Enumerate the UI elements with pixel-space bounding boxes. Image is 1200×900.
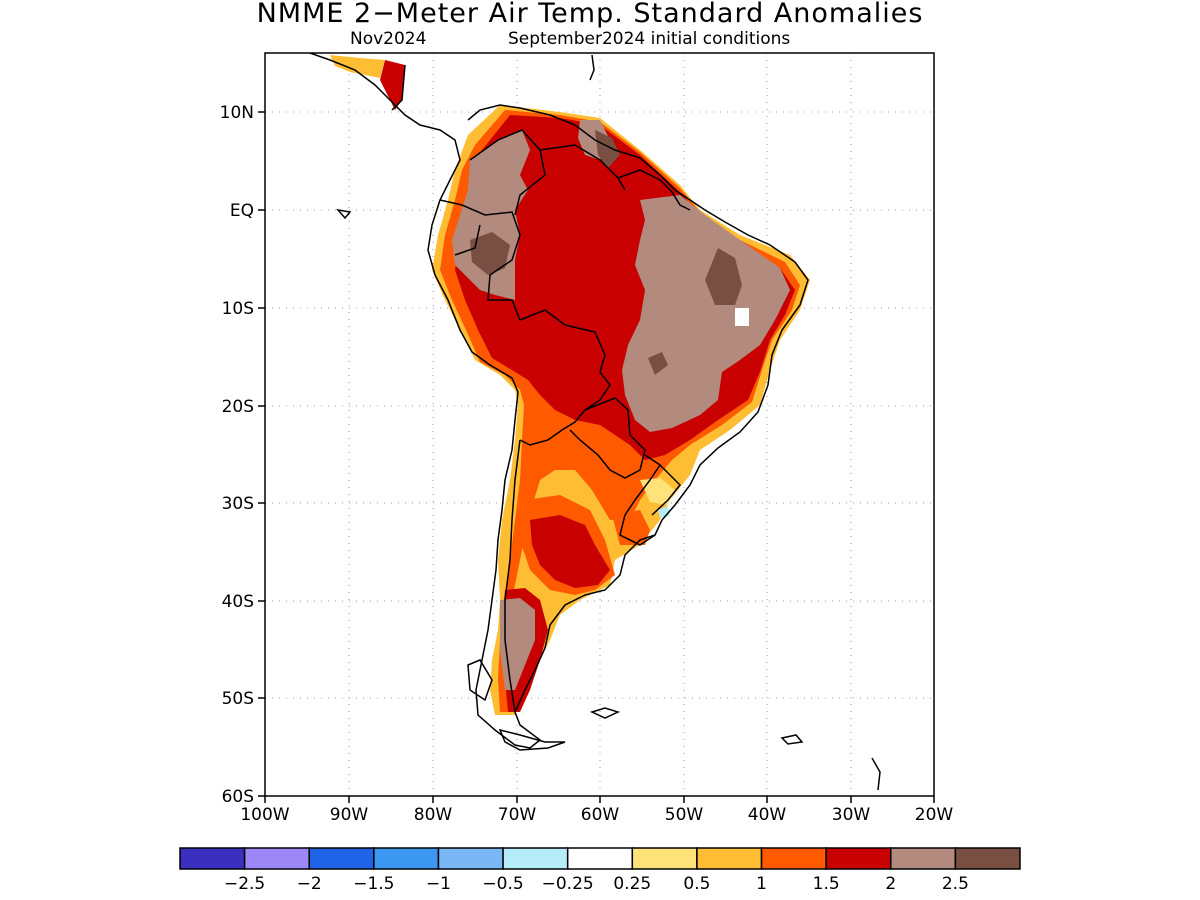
legend-label: −2.5 (224, 874, 265, 894)
legend-label: −1.5 (353, 874, 394, 894)
legend-swatch (825, 847, 892, 870)
initial-conditions-label: September2024 initial conditions (508, 29, 791, 49)
lon-label: 60W (581, 805, 620, 825)
legend-label: 2 (885, 874, 896, 894)
legend-swatch (308, 847, 375, 870)
lon-label: 20W (915, 805, 954, 825)
legend-swatch (437, 847, 504, 870)
legend-swatch (631, 847, 698, 870)
lat-labels: 10N EQ 10S 20S 30S 40S 50S 60S (220, 103, 254, 807)
lon-label: 100W (240, 805, 289, 825)
legend-swatch (243, 847, 310, 870)
lon-ticks (264, 796, 935, 803)
lon-label: 40W (748, 805, 787, 825)
valid-month-label: Nov2024 (350, 29, 427, 49)
legend-labels: −2.5 −2 −1.5 −1 −0.5 −0.25 0.25 0.5 1 1.5 2 2.5 (224, 874, 969, 894)
lat-ticks (258, 111, 265, 797)
coastlines (309, 53, 881, 791)
lon-label: 70W (498, 805, 537, 825)
legend-swatch (566, 847, 634, 870)
legend-swatch (954, 847, 1021, 870)
country-borders (439, 129, 691, 713)
legend-swatch (760, 847, 827, 870)
legend-swatch (890, 847, 957, 870)
legend-label: 2.5 (942, 874, 969, 894)
legend-label: 0.5 (683, 874, 710, 894)
lon-label: 90W (330, 805, 369, 825)
legend-label: 1 (756, 874, 767, 894)
anomaly-region-above-2.5 (595, 130, 620, 168)
lat-label: 50S (222, 689, 254, 709)
lon-label: 30W (832, 805, 871, 825)
legend-swatch (373, 847, 440, 870)
legend-label: −0.25 (542, 874, 594, 894)
lat-label: 10N (220, 103, 254, 123)
lat-label: 60S (222, 787, 254, 807)
lat-label: 40S (222, 592, 254, 612)
anomaly-shading (330, 55, 810, 715)
map-title: NMME 2−Meter Air Temp. Standard Anomalie… (256, 0, 924, 29)
legend-label: −0.5 (482, 874, 523, 894)
lon-label: 80W (414, 805, 453, 825)
color-legend (179, 847, 1021, 870)
lon-label: 50W (665, 805, 704, 825)
legend-label: −2 (297, 874, 322, 894)
legend-swatch (502, 847, 569, 870)
lat-label: 30S (222, 494, 254, 514)
lon-labels: 100W 90W 80W 70W 60W 50W 40W 30W 20W (240, 805, 953, 825)
legend-label: 1.5 (813, 874, 840, 894)
legend-label: 0.25 (613, 874, 651, 894)
legend-swatch (696, 847, 763, 870)
lat-label: 10S (222, 299, 254, 319)
lat-label: 20S (222, 397, 254, 417)
legend-swatch (179, 847, 246, 870)
legend-label: −1 (426, 874, 451, 894)
lat-label: EQ (230, 201, 254, 221)
